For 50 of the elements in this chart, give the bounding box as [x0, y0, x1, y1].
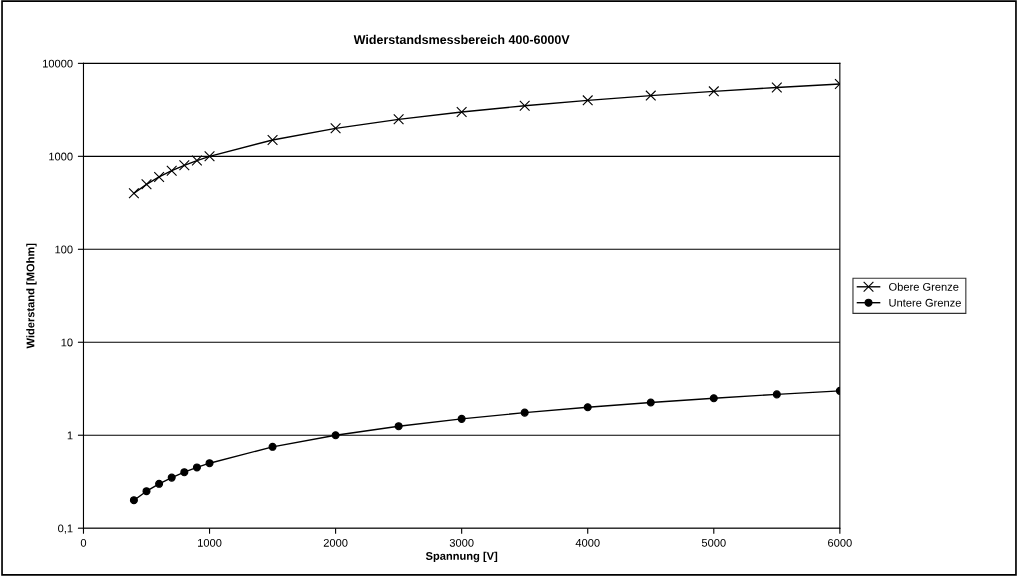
point: [141, 178, 152, 190]
y-tick-label: 10000: [43, 59, 73, 68]
point: [583, 403, 592, 412]
legend-label: Untere Grenze: [889, 298, 961, 307]
point: [646, 398, 655, 407]
x-tick-label: 5000: [701, 538, 726, 547]
point: [153, 171, 165, 183]
point: [582, 94, 594, 106]
point: [520, 408, 529, 417]
x-axis-title: Spannung [V]: [425, 551, 498, 563]
y-tick-label: 1: [67, 431, 73, 440]
point: [331, 431, 340, 440]
x-tick-label: 3000: [449, 538, 474, 547]
point: [267, 134, 278, 146]
point: [192, 463, 201, 472]
point: [167, 473, 176, 482]
y-tick-label: 100: [55, 245, 73, 254]
point: [456, 106, 468, 118]
x-tick-label: 0: [80, 538, 87, 547]
y-tick-label: 1000: [49, 152, 73, 161]
point: [191, 155, 203, 166]
x-tick-label: 6000: [828, 538, 852, 547]
point: [394, 422, 403, 431]
point: [457, 414, 466, 423]
y-axis-title: Widerstand [MOhm]: [26, 243, 37, 349]
x-tick-label: 1000: [198, 538, 222, 547]
point: [708, 85, 720, 97]
point: [709, 394, 718, 403]
point: [129, 496, 138, 505]
point: [645, 90, 657, 102]
point: [771, 82, 783, 93]
x-tick-label: 4000: [575, 538, 600, 547]
chart-title: Widerstandsmessbereich 400-6000V: [353, 34, 570, 45]
y-tick-label: 0,1: [58, 524, 73, 534]
point: [205, 459, 214, 468]
point: [180, 468, 189, 477]
point: [142, 487, 151, 496]
legend-label: Obere Grenze: [889, 282, 959, 291]
x-tick-label: 2000: [323, 538, 348, 547]
point: [330, 122, 342, 134]
point: [204, 150, 215, 162]
point: [166, 165, 178, 177]
y-tick-label: 10: [61, 338, 73, 347]
point: [155, 479, 164, 488]
point: [519, 100, 531, 112]
point: [268, 442, 277, 451]
point: [128, 187, 140, 199]
point: [772, 390, 781, 399]
point: [393, 113, 405, 125]
point: [178, 159, 190, 171]
